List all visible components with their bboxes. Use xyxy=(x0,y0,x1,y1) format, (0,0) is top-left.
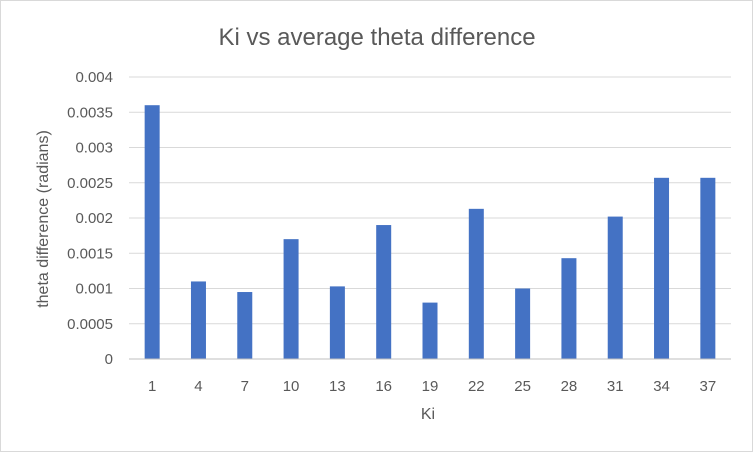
bar-13 xyxy=(329,286,345,359)
bar-1 xyxy=(144,105,160,359)
x-tick-labels: 1 4 7 10 13 16 19 22 25 28 31 34 37 xyxy=(148,378,716,395)
x-tick-label: 4 xyxy=(194,378,202,395)
x-tick-label: 31 xyxy=(607,378,624,395)
bar-28 xyxy=(561,258,577,359)
x-tick-label: 10 xyxy=(283,378,300,395)
y-tick-label: 0.004 xyxy=(75,69,113,86)
x-tick-label: 28 xyxy=(561,378,578,395)
bar-34 xyxy=(654,177,670,359)
x-axis-title: Ki xyxy=(421,406,435,423)
y-tick-label: 0.001 xyxy=(75,281,113,298)
x-tick-label: 34 xyxy=(653,378,670,395)
y-tick-label: 0 xyxy=(105,351,113,368)
bar-10 xyxy=(283,239,299,359)
x-tick-label: 25 xyxy=(514,378,531,395)
gridlines xyxy=(129,76,731,325)
bar-31 xyxy=(607,216,623,359)
y-tick-labels: 0 0.0005 0.001 0.0015 0.002 0.0025 0.003 0.0035… xyxy=(67,69,113,368)
y-tick-label: 0.0025 xyxy=(67,175,113,192)
x-tick-label: 16 xyxy=(375,378,392,395)
bar-4 xyxy=(190,281,206,359)
bar-16 xyxy=(376,225,392,359)
y-axis-title: theta difference (radians) xyxy=(35,130,52,308)
x-tick-label: 37 xyxy=(700,378,717,395)
y-tick-label: 0.003 xyxy=(75,140,113,157)
y-tick-label: 0.0035 xyxy=(67,104,113,121)
bar-25 xyxy=(515,288,531,359)
y-tick-label: 0.002 xyxy=(75,210,113,227)
x-tick-label: 13 xyxy=(329,378,346,395)
x-tick-label: 22 xyxy=(468,378,485,395)
y-tick-label: 0.0015 xyxy=(67,245,113,262)
bars xyxy=(144,105,716,359)
x-tick-label: 1 xyxy=(148,378,156,395)
y-tick-label: 0.0005 xyxy=(67,316,113,333)
bar-7 xyxy=(237,292,253,359)
x-tick-label: 19 xyxy=(422,378,439,395)
x-tick-label: 7 xyxy=(241,378,249,395)
bar-37 xyxy=(700,177,716,359)
chart-title: Ki vs average theta difference xyxy=(218,24,535,51)
bar-22 xyxy=(468,208,484,359)
bar-19 xyxy=(422,302,438,359)
